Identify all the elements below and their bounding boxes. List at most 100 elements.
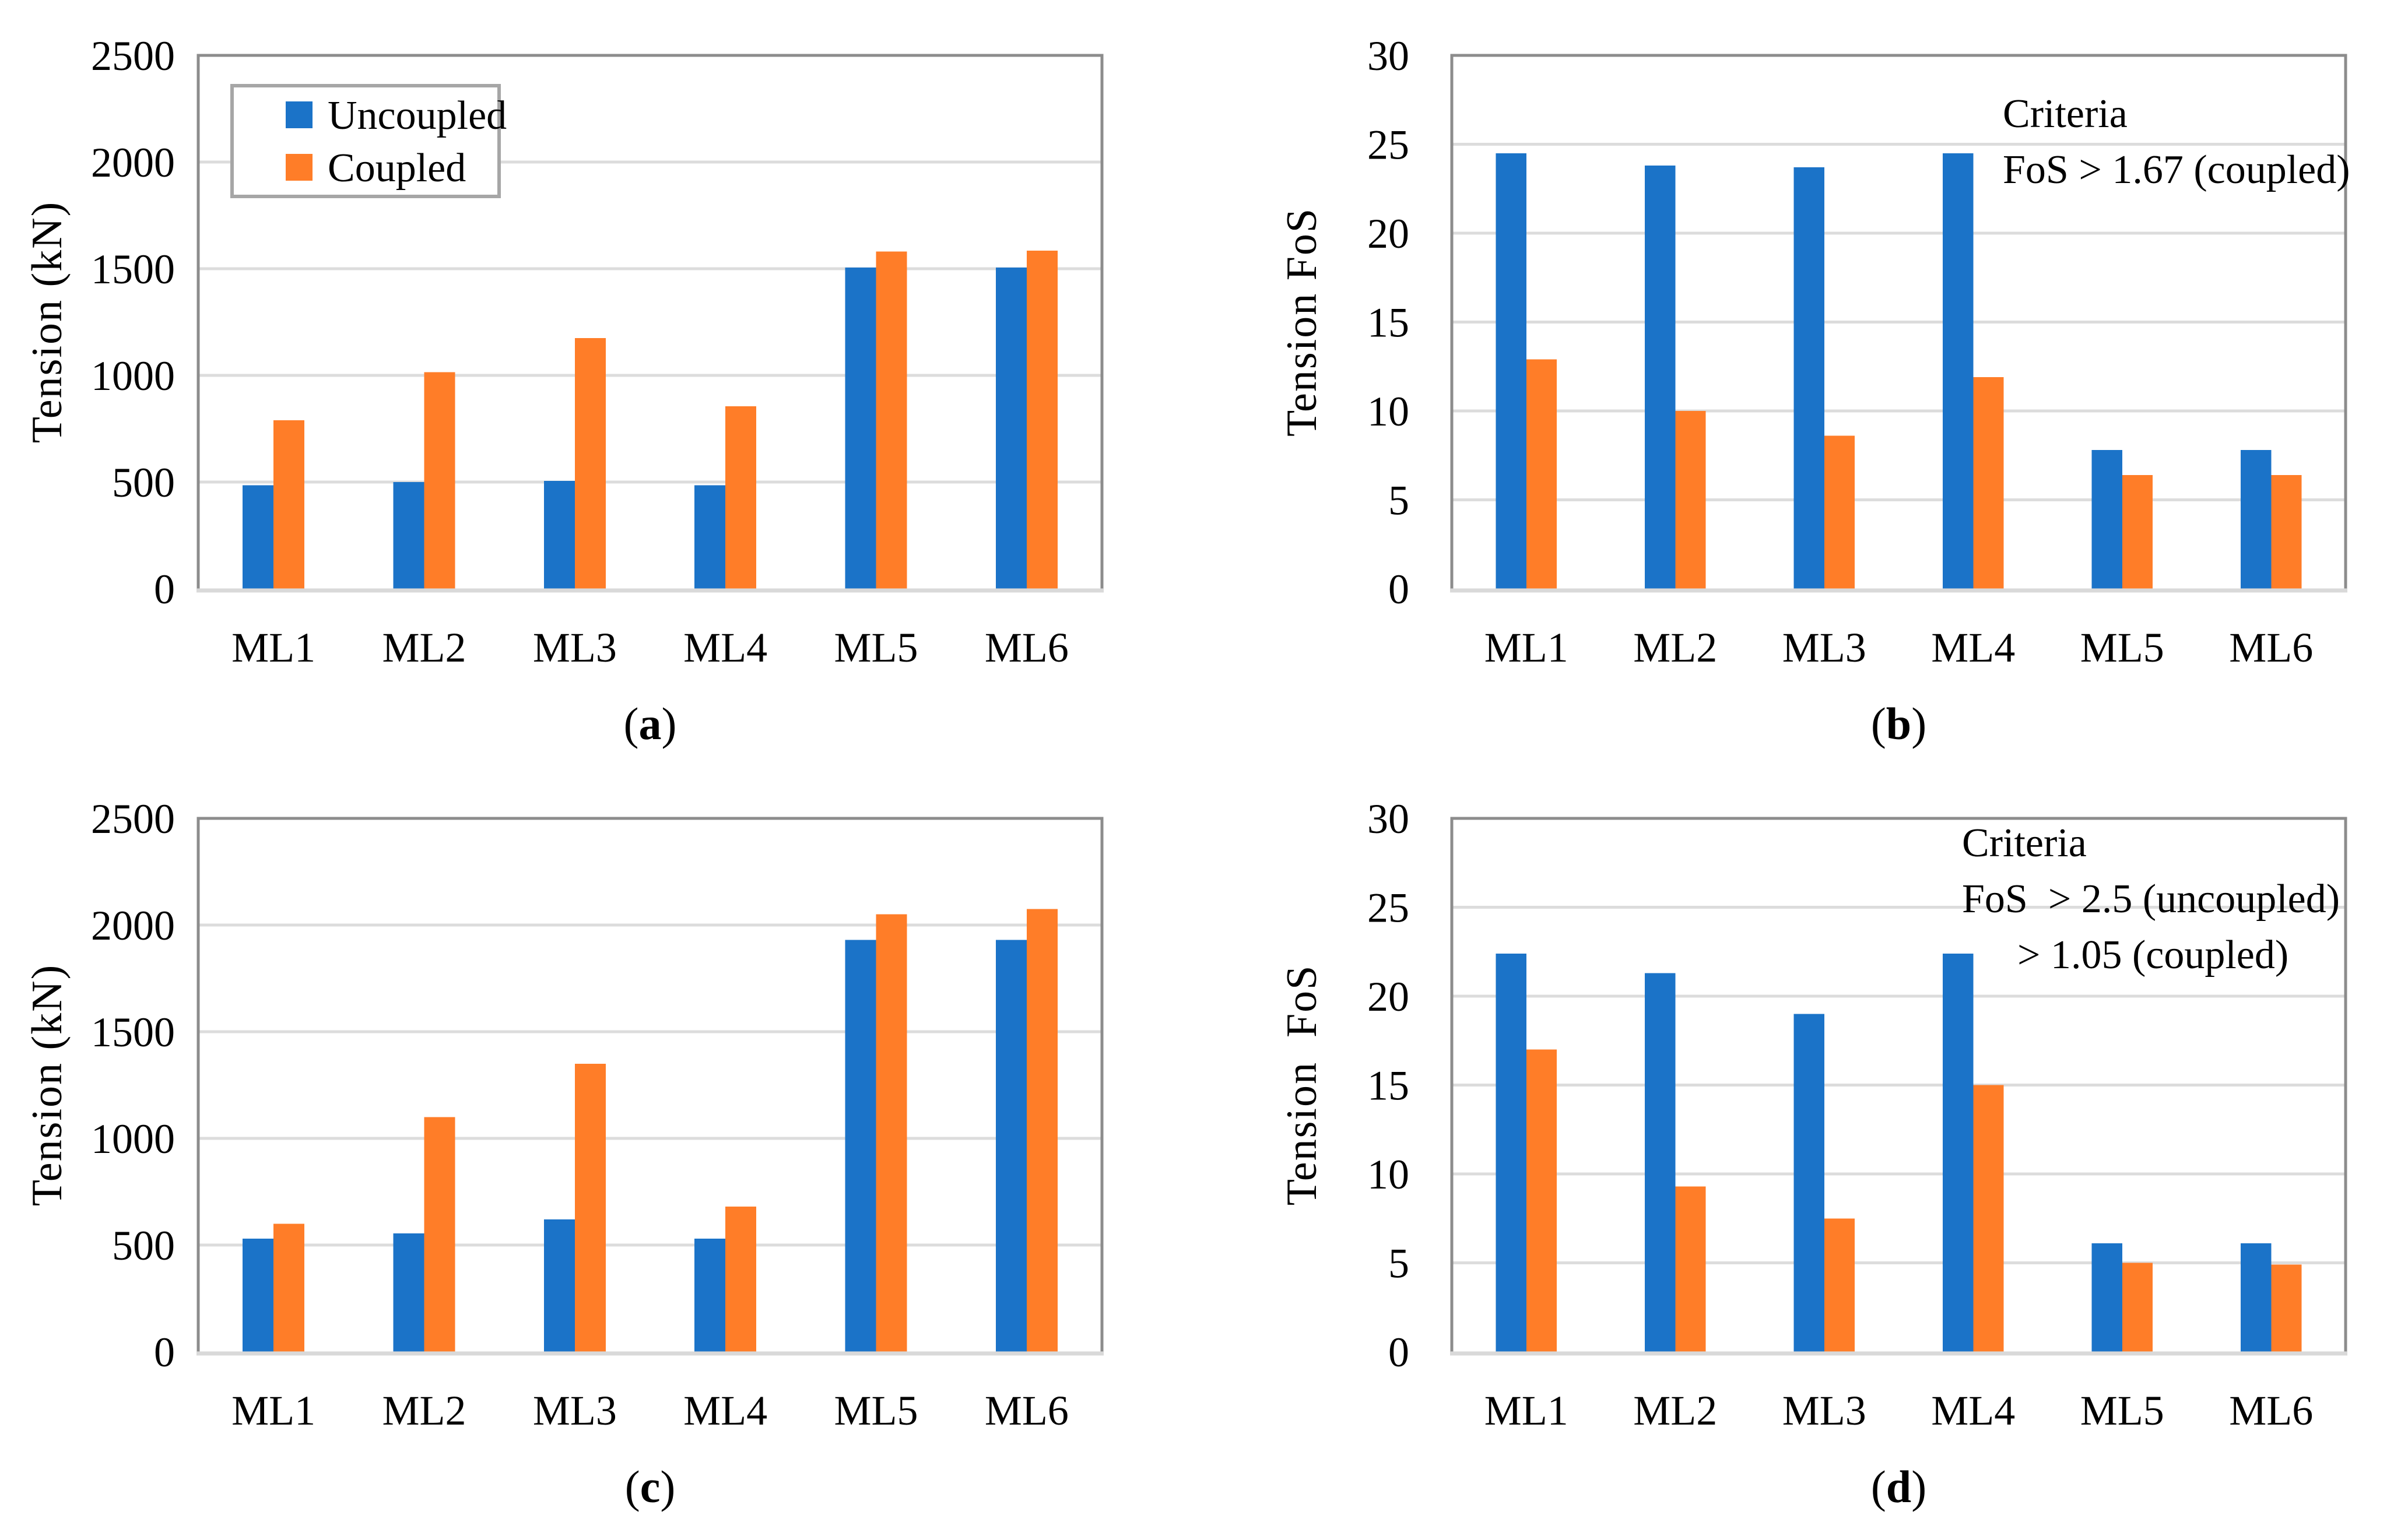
criteria-annotation-line-3: > 1.05 (coupled) — [2017, 933, 2288, 978]
bar-uncoupled-ML6 — [995, 940, 1027, 1352]
y-tick-label-25: 25 — [1367, 122, 1409, 168]
panel-caption-a: (a) — [624, 698, 677, 749]
x-tick-label-ML5: ML5 — [2080, 1387, 2164, 1434]
y-axis-title: Tension FoS — [1278, 965, 1326, 1206]
x-tick-label-ML1: ML1 — [231, 1387, 315, 1434]
bar-uncoupled-ML1 — [1496, 153, 1526, 589]
criteria-annotation-line-2: FoS > 2.5 (uncoupled) — [1962, 877, 2340, 922]
bar-uncoupled-ML4 — [1942, 153, 1974, 589]
bar-coupled-ML4 — [725, 406, 757, 589]
bar-uncoupled-ML6 — [2240, 450, 2272, 589]
bar-coupled-ML3 — [1824, 435, 1855, 589]
chart-b: 0 5 10 15 20 25 30 Tension FoS ML1 ML2 ML3 ML4 ML5 ML… — [1278, 33, 2350, 749]
x-tick-label-ML1: ML1 — [1484, 624, 1568, 671]
plot-border — [196, 817, 1104, 1353]
y-axis-title: Tension FoS — [1278, 208, 1326, 437]
panel-c: 0 500 1000 1500 2000 2500 Tension (kN) ML1 ML2 ML… — [0, 763, 1204, 1526]
criteria-annotation-line-2: FoS > 1.67 (coupled) — [2003, 147, 2350, 192]
plot-border — [1450, 54, 2347, 590]
y-tick-label-10: 10 — [1367, 1151, 1409, 1198]
x-tick-label-ML4: ML4 — [1931, 624, 2015, 671]
y-tick-label-0: 0 — [154, 566, 175, 613]
bar-uncoupled-ML3 — [1793, 1014, 1824, 1352]
x-tick-label-ML4: ML4 — [683, 1387, 767, 1434]
bar-coupled-ML3 — [574, 1063, 606, 1352]
y-tick-label-0: 0 — [1388, 566, 1409, 613]
bar-uncoupled-ML1 — [1496, 953, 1526, 1352]
bar-uncoupled-ML2 — [393, 482, 424, 589]
bar-uncoupled-ML6 — [2240, 1243, 2272, 1352]
bar-coupled-ML4 — [1973, 377, 2004, 589]
bar-uncoupled-ML5 — [2091, 450, 2122, 589]
chart-c: 0 500 1000 1500 2000 2500 Tension (kN) ML1 ML2 ML… — [23, 796, 1104, 1512]
y-tick-label-500: 500 — [112, 1222, 175, 1269]
bar-uncoupled-ML5 — [845, 940, 876, 1352]
x-tick-label-ML6: ML6 — [985, 1387, 1069, 1434]
x-tick-label-ML6: ML6 — [2229, 1387, 2313, 1434]
plot-border — [196, 54, 1104, 590]
y-tick-label-2000: 2000 — [91, 902, 175, 949]
y-tick-label-0: 0 — [1388, 1329, 1409, 1376]
bar-uncoupled-ML3 — [543, 481, 575, 589]
y-axis-title: Tension (kN) — [23, 964, 71, 1206]
bar-uncoupled-ML3 — [1793, 167, 1824, 589]
bar-coupled-ML3 — [1824, 1218, 1855, 1352]
bar-coupled-ML5 — [876, 914, 907, 1352]
x-tick-label-ML6: ML6 — [985, 624, 1069, 671]
y-tick-label-0: 0 — [154, 1329, 175, 1376]
bar-coupled-ML1 — [273, 1223, 305, 1352]
bar-coupled-ML2 — [1675, 1186, 1706, 1352]
y-axis-title: Tension (kN) — [23, 201, 71, 443]
y-tick-label-30: 30 — [1367, 33, 1409, 79]
bar-uncoupled-ML1 — [243, 1239, 274, 1352]
y-tick-label-500: 500 — [112, 459, 175, 506]
y-tick-label-20: 20 — [1367, 210, 1409, 257]
x-tick-label-ML1: ML1 — [231, 624, 315, 671]
bar-uncoupled-ML2 — [393, 1233, 424, 1352]
legend-swatch-uncoupled — [286, 101, 313, 128]
y-tick-label-1000: 1000 — [91, 1116, 175, 1162]
panel-caption-c: (c) — [625, 1461, 676, 1512]
x-tick-label-ML3: ML3 — [1782, 1387, 1866, 1434]
criteria-annotation-line-1: Criteria — [1962, 821, 2087, 866]
y-tick-label-1000: 1000 — [91, 353, 175, 399]
bar-coupled-ML2 — [424, 1117, 455, 1352]
legend-swatch-coupled — [286, 154, 313, 181]
y-tick-label-30: 30 — [1367, 796, 1409, 842]
x-tick-label-ML2: ML2 — [382, 1387, 466, 1434]
y-tick-label-5: 5 — [1388, 1240, 1409, 1287]
bar-coupled-ML3 — [574, 337, 606, 589]
bar-coupled-ML5 — [876, 251, 907, 589]
y-tick-label-5: 5 — [1388, 477, 1409, 524]
x-tick-label-ML3: ML3 — [533, 624, 617, 671]
bar-uncoupled-ML5 — [845, 268, 876, 589]
x-tick-label-ML3: ML3 — [1782, 624, 1866, 671]
chart-a: 0 500 1000 1500 2000 2500 Tension (kN) ML1 ML2 ML… — [23, 33, 1104, 749]
bar-uncoupled-ML4 — [694, 485, 726, 589]
x-tick-label-ML5: ML5 — [2080, 624, 2164, 671]
legend-box — [230, 84, 501, 198]
bar-coupled-ML1 — [1526, 1049, 1557, 1352]
y-tick-label-2000: 2000 — [91, 139, 175, 186]
x-tick-label-ML5: ML5 — [834, 624, 918, 671]
bar-coupled-ML2 — [1675, 411, 1706, 589]
bar-coupled-ML4 — [725, 1207, 757, 1352]
bar-coupled-ML1 — [1526, 359, 1557, 589]
y-tick-label-20: 20 — [1367, 973, 1409, 1020]
legend-label-uncoupled: Uncoupled — [328, 93, 507, 138]
bar-coupled-ML6 — [1026, 909, 1058, 1352]
panel-b: 0 5 10 15 20 25 30 Tension FoS ML1 ML2 ML3 ML4 ML5 ML… — [1204, 0, 2408, 763]
bar-coupled-ML6 — [2271, 1264, 2302, 1352]
panel-caption-b: (b) — [1871, 698, 1926, 749]
x-tick-label-ML2: ML2 — [1633, 624, 1717, 671]
x-tick-label-ML4: ML4 — [1931, 1387, 2015, 1434]
y-tick-label-15: 15 — [1367, 1063, 1409, 1109]
bar-coupled-ML5 — [2122, 474, 2153, 589]
bar-uncoupled-ML6 — [995, 268, 1027, 589]
panel-d: 0 5 10 15 20 25 30 Tension FoS ML1 ML2 ML3 ML4 ML5 ML… — [1204, 763, 2408, 1526]
bar-coupled-ML4 — [1973, 1085, 2004, 1352]
plot-border — [1450, 817, 2347, 1353]
bar-uncoupled-ML4 — [694, 1239, 726, 1352]
bar-uncoupled-ML2 — [1644, 166, 1676, 589]
